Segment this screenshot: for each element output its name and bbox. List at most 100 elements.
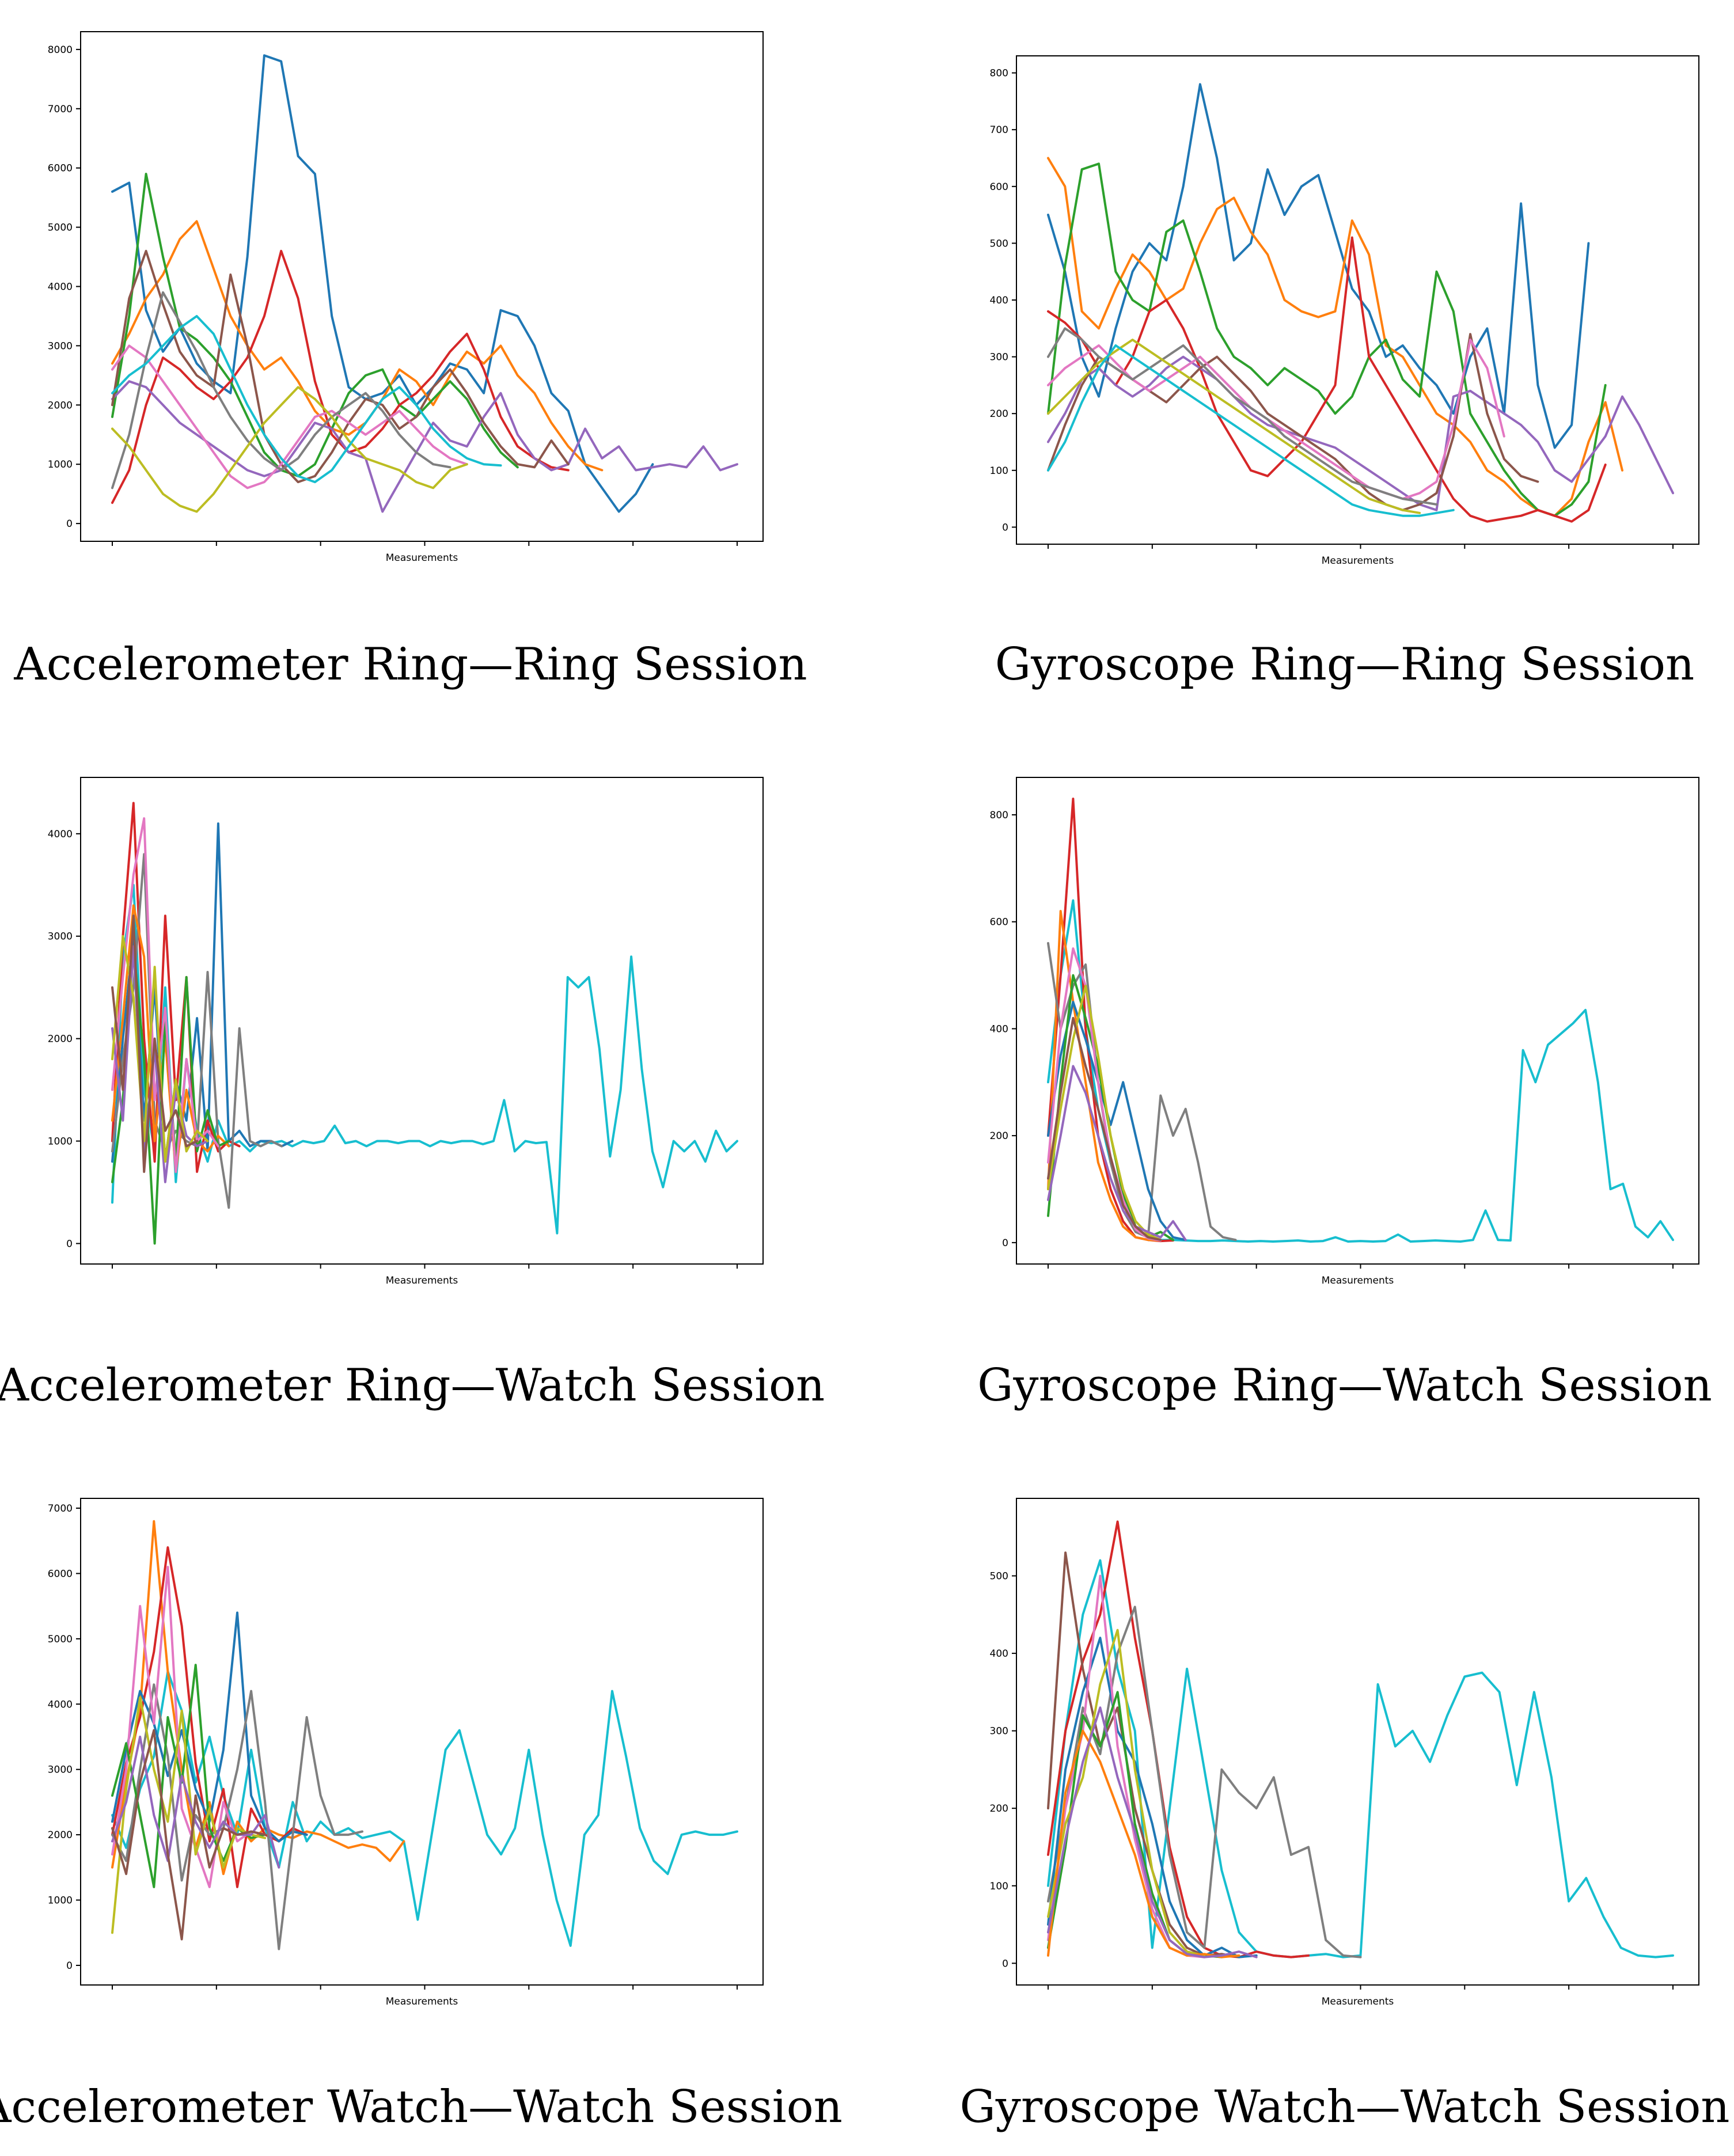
- accel-ring-watch-ytick-label: 3000: [48, 931, 73, 943]
- gyro-ring-ring-series-s7: [1047, 339, 1505, 500]
- gyro-ring-ring-ytick-label: 200: [990, 408, 1008, 420]
- accel-ring-watch-ytick-label: 4000: [48, 829, 73, 840]
- accel-ring-ring-ytick-label: 8000: [48, 44, 73, 56]
- gyro-ring-watch-xlabel: Measurements: [1322, 1275, 1394, 1286]
- gyro-watch-watch-ytick-label: 0: [1002, 1958, 1008, 1969]
- caption-gyro-ring-watch: Gyroscope Ring—Watch Session: [977, 1360, 1712, 1411]
- accel-ring-ring-ytick-label: 4000: [48, 282, 73, 293]
- accel-ring-ring-series-s4: [111, 249, 570, 504]
- accel-ring-ring-ytick-label: 2000: [48, 400, 73, 411]
- accel-watch-watch-plot-frame: [80, 1498, 764, 1986]
- gyro-watch-watch-ytick-label: 200: [990, 1803, 1008, 1815]
- accel-ring-ring-ytick-label: 5000: [48, 222, 73, 234]
- gyro-ring-watch-ytick-label: 400: [990, 1023, 1008, 1035]
- gyro-ring-ring-series-s4: [1047, 236, 1607, 523]
- accel-ring-ring-series-s6: [111, 249, 570, 484]
- accel-watch-watch-ytick-label: 5000: [48, 1634, 73, 1645]
- accel-watch-watch-series-s9: [111, 1736, 280, 1869]
- accel-ring-ring-xlabel: Measurements: [386, 552, 458, 564]
- gyro-watch-watch-ytick-label: 300: [990, 1726, 1008, 1737]
- accel-watch-watch-ytick-label: 2000: [48, 1829, 73, 1841]
- accel-ring-ring-series-s3: [111, 173, 519, 477]
- gyro-ring-watch-ytick-label: 200: [990, 1130, 1008, 1142]
- gyro-watch-watch-ytick-label: 500: [990, 1571, 1008, 1582]
- gyro-watch-watch-ytick-label: 400: [990, 1648, 1008, 1660]
- gyro-ring-ring-series-s10: [1047, 344, 1455, 517]
- caption-accel-ring-watch: Accelerometer Ring—Watch Session: [0, 1360, 825, 1411]
- gyro-ring-watch-series-s5: [1047, 1001, 1187, 1242]
- gyro-ring-watch-series-s7: [1047, 947, 1162, 1242]
- panel-gyro-ring-ring: 0 100 200 300 400 500 600 700 800 Measurements: [990, 55, 1699, 567]
- gyro-watch-watch-series-s9: [1047, 1729, 1240, 1958]
- gyro-ring-ring-xlabel: Measurements: [1322, 555, 1394, 567]
- gyro-ring-ring-series-s3: [1047, 162, 1607, 517]
- accel-watch-watch-series-s1: [111, 1670, 738, 1947]
- accel-ring-ring-series-s8: [111, 291, 451, 489]
- gyro-ring-watch-series-s9: [1047, 1065, 1187, 1242]
- gyro-ring-watch-series-s10: [1047, 1016, 1162, 1242]
- accel-watch-watch-ytick-label: 0: [66, 1960, 73, 1972]
- accel-watch-watch-ytick-label: 7000: [48, 1503, 73, 1514]
- accel-ring-ring-series-s9: [111, 386, 468, 513]
- accel-ring-watch-series-s3: [111, 802, 241, 1173]
- gyro-watch-watch-plot-frame: [1016, 1498, 1699, 1986]
- gyro-ring-ring-ytick-label: 100: [990, 465, 1008, 477]
- accel-watch-watch-series-s8: [111, 1696, 267, 1934]
- accel-ring-ring-ytick-label: 7000: [48, 104, 73, 115]
- accel-ring-ring-series-s7: [111, 344, 468, 489]
- gyro-ring-ring-ytick-label: 800: [990, 68, 1008, 79]
- accel-ring-watch-series-s7: [111, 817, 219, 1173]
- gyro-ring-watch-plot-frame: [1016, 777, 1699, 1265]
- accel-ring-ring-series-s10: [111, 315, 502, 484]
- gyro-ring-ring-ytick-label: 300: [990, 352, 1008, 363]
- gyro-ring-watch-ytick-label: 0: [1002, 1238, 1008, 1249]
- accel-ring-ring-ytick-label: 1000: [48, 459, 73, 470]
- gyro-ring-ring-ytick-label: 700: [990, 124, 1008, 136]
- panel-accel-ring-ring: 0 1000 2000 3000 4000 5000 6000 7000 8000 Measure…: [48, 31, 764, 564]
- gyro-watch-watch-xlabel: Measurements: [1322, 1996, 1394, 2007]
- gyro-ring-ring-series-s8: [1047, 327, 1438, 506]
- gyro-ring-watch-series-s3: [1047, 910, 1162, 1242]
- accel-ring-watch-ytick-label: 1000: [48, 1136, 73, 1148]
- gyro-watch-watch-series-s5: [1047, 1637, 1258, 1958]
- gyro-ring-ring-ytick-label: 400: [990, 295, 1008, 306]
- accel-ring-watch-ytick-label: 2000: [48, 1034, 73, 1045]
- gyro-ring-ring-plot-frame: [1016, 55, 1699, 545]
- accel-ring-ring-ytick-label: 6000: [48, 163, 73, 174]
- accel-watch-watch-series-s6: [111, 1566, 267, 1888]
- gyro-watch-watch-series-s1: [1047, 1559, 1674, 1958]
- gyro-watch-watch-ytick-label: 100: [990, 1881, 1008, 1892]
- accel-watch-watch-series-s5: [111, 1683, 363, 1950]
- gyro-ring-watch-ytick-label: 800: [990, 810, 1008, 821]
- accel-ring-watch-series-s10: [111, 914, 199, 1173]
- gyro-ring-ring-ytick-label: 0: [1002, 522, 1008, 533]
- accel-watch-watch-ytick-label: 6000: [48, 1568, 73, 1580]
- gyro-ring-watch-ytick-label: 600: [990, 917, 1008, 928]
- accel-watch-watch-series-s3: [111, 1546, 308, 1888]
- gyro-ring-ring-series-s2: [1047, 157, 1623, 517]
- gyro-ring-ring-series-s5: [1047, 355, 1674, 511]
- gyro-watch-watch-series-s10: [1047, 1706, 1258, 1958]
- accel-ring-watch-series-s9: [111, 935, 209, 1163]
- accel-ring-watch-xlabel: Measurements: [386, 1275, 458, 1286]
- caption-accel-ring-ring: Accelerometer Ring—Ring Session: [13, 639, 807, 690]
- caption-accel-watch-watch: Accelerometer Watch—Watch Session: [0, 2081, 843, 2133]
- gyro-ring-ring-series-s1: [1047, 83, 1590, 449]
- gyro-watch-watch-series-s4: [1047, 1605, 1362, 1958]
- accel-ring-watch-series-s2: [111, 822, 294, 1163]
- accel-ring-ring-series-s1: [111, 54, 654, 513]
- accel-watch-watch-ytick-label: 3000: [48, 1764, 73, 1776]
- gyro-ring-ring-ytick-label: 500: [990, 238, 1008, 249]
- accel-watch-watch-ytick-label: 4000: [48, 1699, 73, 1710]
- accel-ring-watch-plot-frame: [80, 777, 764, 1265]
- accel-watch-watch-ytick-label: 1000: [48, 1895, 73, 1907]
- accel-ring-ring-ytick-label: 0: [66, 518, 73, 530]
- gyro-ring-watch-series-s1: [1047, 899, 1674, 1243]
- caption-gyro-watch-watch: Gyroscope Watch—Watch Session: [959, 2081, 1729, 2133]
- gyro-ring-ring-series-s6: [1047, 333, 1539, 511]
- accel-ring-watch-ytick-label: 0: [66, 1238, 73, 1250]
- accel-watch-watch-series-s10: [111, 1729, 267, 1941]
- accel-ring-watch-series-s1: [111, 883, 738, 1235]
- panel-gyro-watch-watch: 0 100 200 300 400 500 Measurements: [990, 1498, 1699, 2007]
